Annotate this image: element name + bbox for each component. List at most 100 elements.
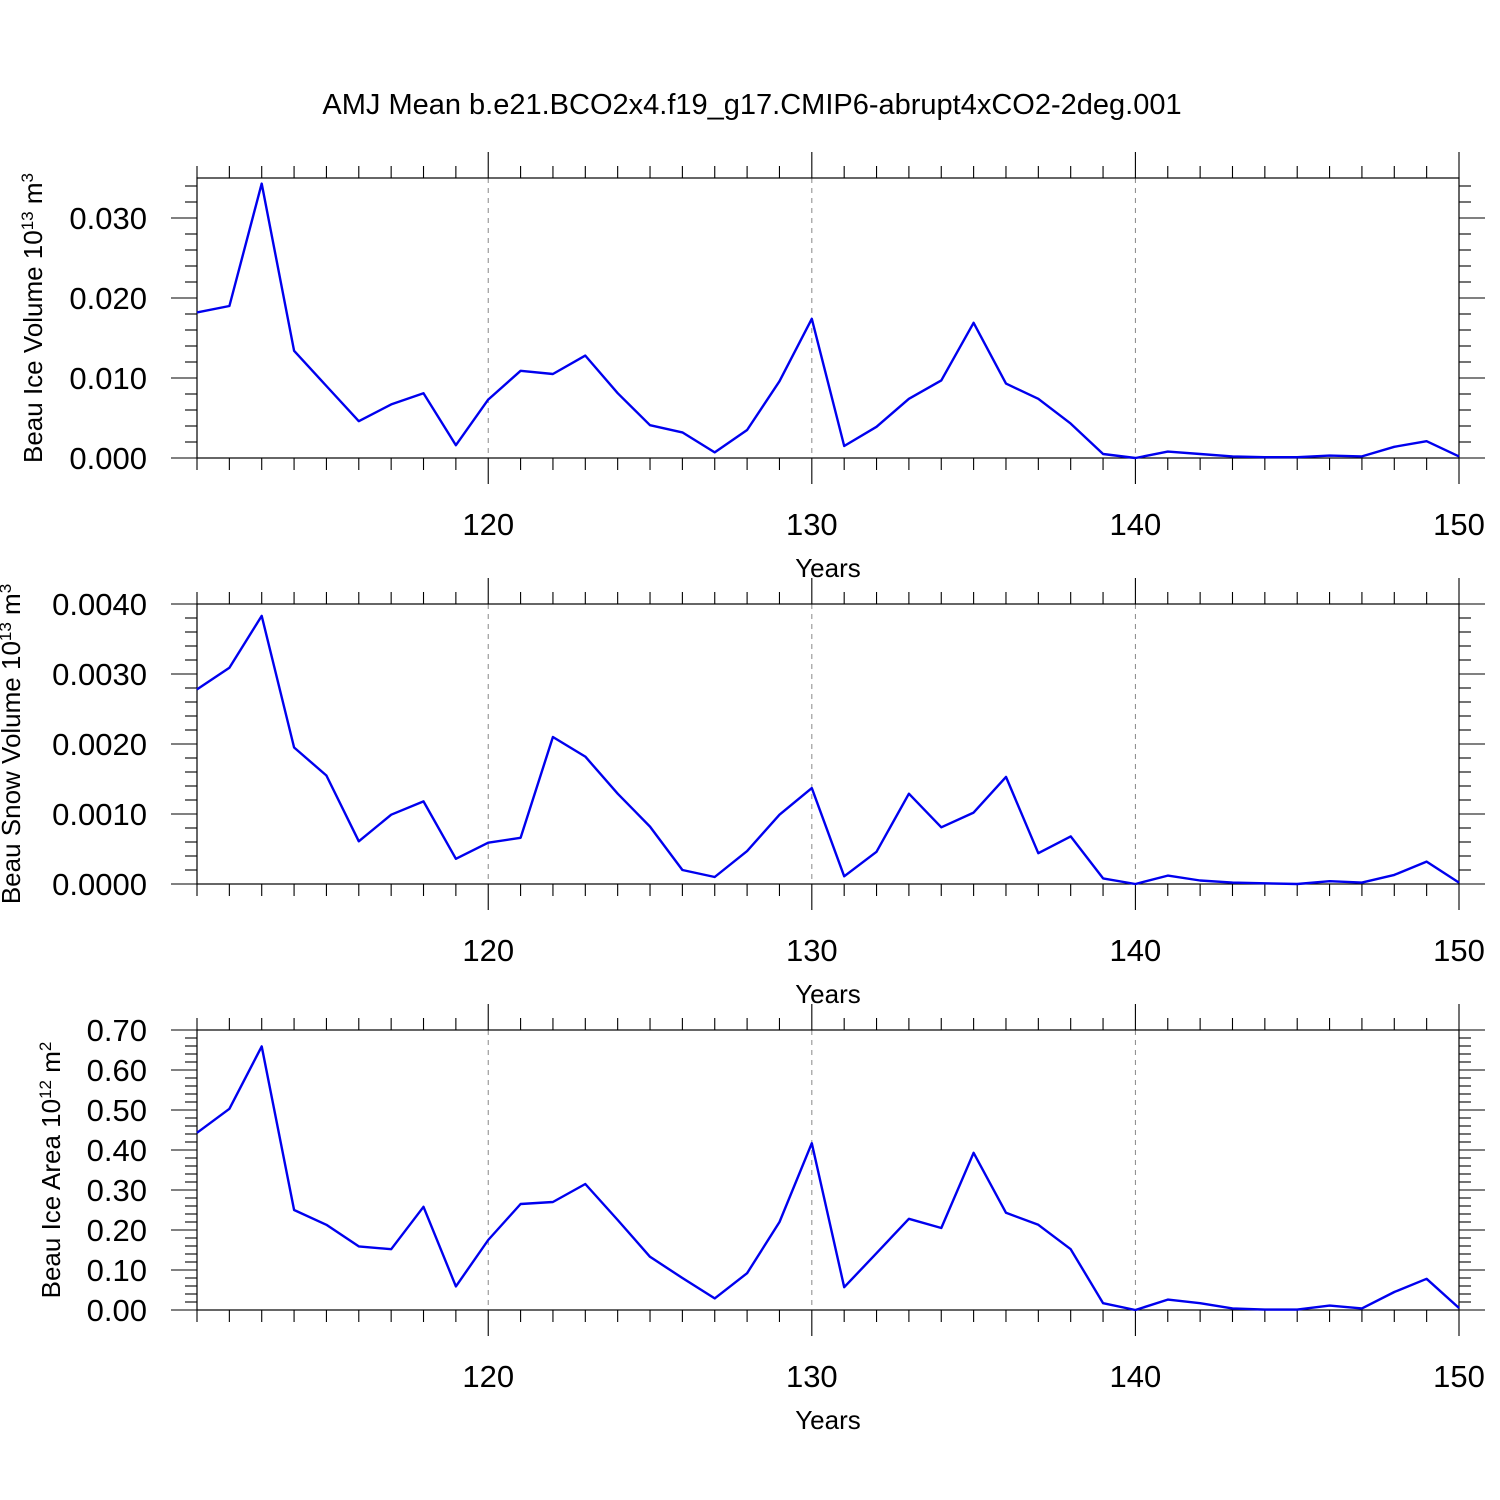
data-point-125 <box>649 825 651 827</box>
data-point-112 <box>228 1108 230 1110</box>
chart-panel-1: 120 130 140 150 0.000 0.010 0.020 0.030 Years Bea… <box>18 152 1485 583</box>
x-tick-label-130: 130 <box>786 507 838 542</box>
y-axis-label: Beau Snow Volume 1013 m3 <box>0 584 26 904</box>
data-point-118 <box>422 1206 424 1208</box>
data-point-147 <box>1361 881 1363 883</box>
data-point-136 <box>1005 382 1007 384</box>
data-point-148 <box>1393 446 1395 448</box>
y-tick-label-0.0000: 0.0000 <box>52 867 147 902</box>
data-point-139 <box>1102 453 1104 455</box>
x-axis-label: Years <box>795 979 861 1009</box>
data-point-145 <box>1296 883 1298 885</box>
data-point-122 <box>552 1201 554 1203</box>
y-tick-label-0.0010: 0.0010 <box>52 797 147 832</box>
series-line <box>196 182 1460 460</box>
x-tick-label-140: 140 <box>1110 933 1162 968</box>
data-point-139 <box>1102 877 1104 879</box>
data-point-111 <box>196 688 198 690</box>
data-point-145 <box>1296 1308 1298 1310</box>
y-axis-label-part: m <box>0 593 26 622</box>
data-point-119 <box>455 444 457 446</box>
series-points <box>196 1045 1460 1311</box>
data-point-145 <box>1296 456 1298 458</box>
data-point-138 <box>1069 422 1071 424</box>
data-point-128 <box>746 1272 748 1274</box>
data-point-122 <box>552 736 554 738</box>
y-tick-label-0.0030: 0.0030 <box>52 657 147 692</box>
data-point-116 <box>358 1245 360 1247</box>
data-point-134 <box>940 826 942 828</box>
data-point-118 <box>422 392 424 394</box>
y-axis-label-superscript: 12 <box>36 1080 55 1099</box>
data-point-139 <box>1102 1302 1104 1304</box>
data-point-115 <box>325 1224 327 1226</box>
x-tick-label-120: 120 <box>462 1359 514 1394</box>
data-point-137 <box>1037 1224 1039 1226</box>
data-point-115 <box>325 385 327 387</box>
y-axis-label-part: Beau Ice Area 10 <box>36 1099 66 1298</box>
data-point-150 <box>1458 881 1460 883</box>
data-point-127 <box>714 876 716 878</box>
y-axis-label-superscript: 3 <box>0 584 15 593</box>
y-tick-label-0.50: 0.50 <box>87 1093 147 1128</box>
data-point-114 <box>293 746 295 748</box>
chart-title: AMJ Mean b.e21.BCO2x4.f19_g17.CMIP6-abru… <box>322 89 1181 121</box>
data-point-115 <box>325 774 327 776</box>
data-point-133 <box>908 793 910 795</box>
data-point-130 <box>811 318 813 320</box>
series-line <box>196 1045 1460 1312</box>
y-tick-label-0.0040: 0.0040 <box>52 587 147 622</box>
series-points <box>196 615 1460 886</box>
data-point-141 <box>1167 1298 1169 1300</box>
x-axis-label: Years <box>795 1405 861 1435</box>
plot-frame <box>196 603 1460 885</box>
x-tick-label-120: 120 <box>462 933 514 968</box>
y-tick-label-0.60: 0.60 <box>87 1053 147 1088</box>
series-points <box>196 182 1460 459</box>
data-point-132 <box>875 851 877 853</box>
data-point-148 <box>1393 1291 1395 1293</box>
data-point-125 <box>649 424 651 426</box>
data-point-143 <box>1231 1307 1233 1309</box>
data-point-119 <box>455 1285 457 1287</box>
y-tick-label-0.030: 0.030 <box>69 201 147 236</box>
data-point-127 <box>714 1297 716 1299</box>
data-point-128 <box>746 429 748 431</box>
data-point-147 <box>1361 1307 1363 1309</box>
data-point-123 <box>584 1183 586 1185</box>
x-tick-label-130: 130 <box>786 933 838 968</box>
data-point-143 <box>1231 881 1233 883</box>
data-point-135 <box>972 1152 974 1154</box>
series-line <box>196 614 1460 886</box>
data-point-119 <box>455 858 457 860</box>
data-point-135 <box>972 322 974 324</box>
chart-panels: 120 130 140 150 0.000 0.010 0.020 0.030 Years Bea… <box>0 152 1485 1435</box>
x-axis-label: Years <box>795 553 861 583</box>
data-point-129 <box>778 814 780 816</box>
data-point-126 <box>681 869 683 871</box>
y-axis-label: Beau Ice Volume 1013 m3 <box>18 173 48 463</box>
data-point-125 <box>649 1256 651 1258</box>
y-axis-label: Beau Ice Area 1012 m2 <box>36 1042 66 1299</box>
data-point-124 <box>616 392 618 394</box>
data-point-112 <box>228 667 230 669</box>
data-point-120 <box>487 1239 489 1241</box>
data-point-144 <box>1264 456 1266 458</box>
data-point-134 <box>940 379 942 381</box>
data-point-136 <box>1005 776 1007 778</box>
data-point-135 <box>972 811 974 813</box>
data-point-130 <box>811 787 813 789</box>
y-axis-label-superscript: 13 <box>0 622 15 641</box>
y-axis-label-part: m <box>36 1051 66 1080</box>
data-point-113 <box>261 182 263 184</box>
data-point-128 <box>746 850 748 852</box>
x-tick-label-150: 150 <box>1433 1359 1485 1394</box>
data-point-141 <box>1167 450 1169 452</box>
y-tick-label-0.0020: 0.0020 <box>52 727 147 762</box>
data-point-150 <box>1458 1307 1460 1309</box>
data-point-123 <box>584 354 586 356</box>
x-tick-label-140: 140 <box>1110 507 1162 542</box>
data-point-132 <box>875 1252 877 1254</box>
plot-frame <box>196 1029 1460 1311</box>
